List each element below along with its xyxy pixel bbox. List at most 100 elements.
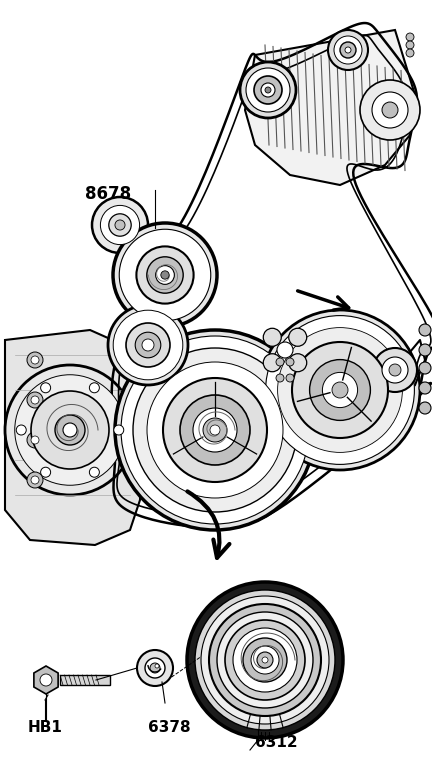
Circle shape: [233, 628, 297, 692]
Circle shape: [31, 396, 39, 404]
Circle shape: [115, 220, 125, 230]
Circle shape: [209, 604, 321, 716]
Circle shape: [203, 418, 227, 442]
Circle shape: [142, 339, 154, 351]
Circle shape: [195, 590, 335, 730]
Circle shape: [360, 80, 420, 140]
Circle shape: [419, 362, 431, 374]
Text: HB1: HB1: [28, 720, 63, 735]
Circle shape: [161, 271, 169, 279]
Polygon shape: [34, 666, 58, 694]
Circle shape: [135, 332, 161, 358]
Text: 6378: 6378: [148, 720, 191, 735]
Circle shape: [406, 33, 414, 41]
Circle shape: [145, 658, 165, 678]
Text: 8678: 8678: [85, 185, 131, 203]
Circle shape: [63, 423, 77, 437]
Circle shape: [389, 364, 401, 376]
Circle shape: [266, 316, 414, 464]
Circle shape: [133, 348, 297, 512]
Circle shape: [121, 336, 309, 524]
Circle shape: [419, 382, 431, 394]
Circle shape: [382, 357, 408, 383]
Circle shape: [217, 612, 313, 708]
Circle shape: [286, 358, 294, 366]
Circle shape: [147, 257, 183, 293]
Circle shape: [155, 664, 159, 668]
Circle shape: [55, 415, 85, 445]
Circle shape: [419, 344, 431, 356]
Circle shape: [406, 41, 414, 49]
Circle shape: [113, 310, 183, 380]
Circle shape: [262, 657, 268, 663]
Text: 6312: 6312: [255, 735, 298, 750]
Circle shape: [108, 305, 188, 385]
Circle shape: [163, 378, 267, 482]
Circle shape: [373, 348, 417, 392]
Circle shape: [92, 197, 148, 253]
Circle shape: [147, 362, 283, 498]
Circle shape: [113, 223, 217, 327]
Circle shape: [115, 330, 315, 530]
Circle shape: [16, 425, 26, 435]
Circle shape: [334, 36, 362, 64]
Circle shape: [260, 310, 420, 470]
Circle shape: [419, 324, 431, 336]
Circle shape: [41, 383, 51, 393]
Circle shape: [246, 68, 290, 112]
Circle shape: [5, 365, 135, 495]
Circle shape: [31, 476, 39, 484]
Circle shape: [100, 205, 140, 245]
Circle shape: [193, 408, 237, 452]
Circle shape: [187, 582, 343, 738]
Circle shape: [251, 646, 279, 674]
Circle shape: [27, 472, 43, 488]
Circle shape: [40, 674, 52, 686]
Circle shape: [240, 62, 296, 118]
Circle shape: [137, 650, 173, 686]
Circle shape: [276, 358, 284, 366]
Circle shape: [332, 382, 348, 398]
Circle shape: [292, 342, 388, 438]
Circle shape: [156, 266, 175, 285]
Circle shape: [201, 596, 329, 724]
Circle shape: [278, 328, 402, 453]
Circle shape: [265, 87, 271, 93]
Circle shape: [254, 76, 282, 104]
Circle shape: [257, 652, 273, 668]
Circle shape: [109, 213, 131, 236]
Circle shape: [27, 352, 43, 368]
Circle shape: [31, 356, 39, 364]
Circle shape: [277, 342, 293, 358]
Circle shape: [15, 375, 125, 485]
Circle shape: [382, 102, 398, 118]
Circle shape: [41, 467, 51, 477]
Bar: [60, 675, 110, 685]
Circle shape: [31, 391, 109, 469]
Circle shape: [27, 432, 43, 448]
Circle shape: [345, 47, 351, 53]
Circle shape: [289, 329, 307, 346]
Circle shape: [276, 374, 284, 382]
Circle shape: [89, 383, 99, 393]
Circle shape: [261, 83, 275, 97]
Circle shape: [243, 638, 287, 682]
Circle shape: [150, 663, 160, 673]
Circle shape: [328, 30, 368, 70]
Polygon shape: [245, 30, 415, 185]
Circle shape: [119, 229, 211, 321]
Circle shape: [225, 620, 305, 700]
Circle shape: [372, 92, 408, 128]
Circle shape: [322, 372, 358, 407]
Circle shape: [286, 374, 294, 382]
Circle shape: [210, 425, 220, 435]
Text: eReplacementParts.com: eReplacementParts.com: [148, 385, 284, 395]
Circle shape: [114, 425, 124, 435]
Circle shape: [340, 42, 356, 58]
Circle shape: [289, 354, 307, 372]
Circle shape: [263, 354, 281, 372]
Circle shape: [310, 360, 370, 420]
Circle shape: [137, 246, 194, 304]
Circle shape: [89, 467, 99, 477]
Polygon shape: [5, 330, 145, 545]
